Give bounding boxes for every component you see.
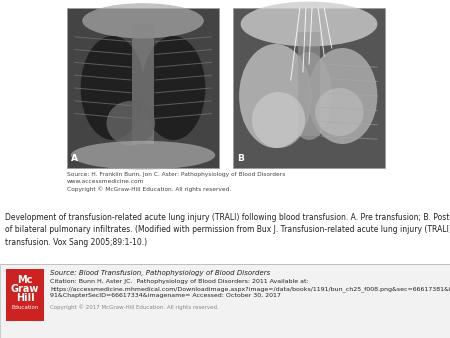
Bar <box>233 8 385 168</box>
Text: Citation: Bunn H, Aster JC.  Pathophysiology of Blood Disorders: 2011 Available : Citation: Bunn H, Aster JC. Pathophysiol… <box>50 279 309 284</box>
Text: B: B <box>237 154 244 163</box>
Ellipse shape <box>315 88 364 136</box>
Bar <box>67 8 219 168</box>
Ellipse shape <box>71 141 215 170</box>
Ellipse shape <box>82 3 204 39</box>
Text: Mc: Mc <box>17 275 33 285</box>
Text: A: A <box>71 154 78 163</box>
Text: Education: Education <box>11 305 39 310</box>
Bar <box>0 264 450 338</box>
Ellipse shape <box>107 101 155 146</box>
Bar <box>298 32 320 136</box>
Text: Development of transfusion-related acute lung injury (TRALI) following blood tra: Development of transfusion-related acute… <box>5 213 450 247</box>
Text: Graw: Graw <box>11 284 39 294</box>
Ellipse shape <box>252 92 305 148</box>
Text: Copyright © 2017 McGraw-Hill Education. All rights reserved.: Copyright © 2017 McGraw-Hill Education. … <box>50 304 219 310</box>
Text: Source: Blood Transfusion, Pathophysiology of Blood Disorders: Source: Blood Transfusion, Pathophysiolo… <box>50 270 270 276</box>
Ellipse shape <box>241 2 378 46</box>
Ellipse shape <box>286 52 332 140</box>
Ellipse shape <box>307 48 378 144</box>
Bar <box>6 269 44 321</box>
Bar <box>132 24 153 144</box>
Text: https://accessmedicine.mhmedical.com/Downloadimage.aspx?image=/data/books/1191/b: https://accessmedicine.mhmedical.com/Dow… <box>50 286 450 292</box>
Ellipse shape <box>81 36 144 140</box>
Text: Hill: Hill <box>16 293 34 303</box>
Ellipse shape <box>141 36 205 140</box>
Ellipse shape <box>239 44 312 148</box>
Text: 91&ChapterSecID=66617334&imagename= Accessed: October 30, 2017: 91&ChapterSecID=66617334&imagename= Acce… <box>50 293 281 298</box>
Text: Source: H. Franklin Bunn, Jon C. Aster: Pathophysiology of Blood Disorders
www.a: Source: H. Franklin Bunn, Jon C. Aster: … <box>67 172 285 192</box>
